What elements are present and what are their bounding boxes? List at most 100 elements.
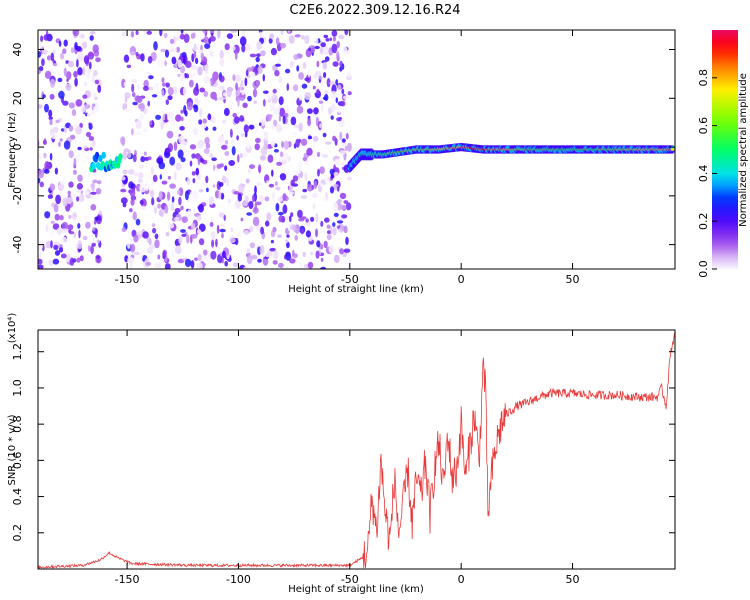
noise-speck — [143, 128, 148, 133]
noise-speck — [273, 250, 279, 260]
noise-speck — [85, 131, 92, 138]
noise-speck — [49, 183, 56, 191]
noise-speck — [319, 123, 323, 129]
noise-speck — [251, 71, 256, 79]
noise-speck — [58, 90, 65, 99]
noise-speck — [167, 95, 173, 101]
noise-speck — [177, 258, 185, 264]
noise-speck — [275, 202, 280, 212]
noise-speck — [206, 255, 212, 262]
noise-speck — [57, 227, 62, 236]
noise-speck — [239, 115, 245, 122]
noise-speck — [209, 115, 216, 124]
noise-speck — [324, 56, 330, 62]
noise-speck — [191, 233, 198, 239]
noise-speck — [282, 193, 287, 201]
noise-speck — [173, 171, 177, 181]
noise-speck — [302, 188, 308, 193]
noise-speck — [232, 74, 236, 82]
noise-speck — [305, 230, 311, 238]
noise-speck — [277, 211, 284, 216]
noise-speck — [318, 100, 324, 104]
noise-speck — [62, 197, 69, 207]
noise-speck — [266, 114, 273, 118]
noise-speck — [279, 151, 284, 158]
noise-speck — [236, 135, 239, 141]
noise-speck — [120, 188, 127, 193]
noise-speck — [196, 229, 202, 235]
noise-speck — [121, 31, 126, 37]
noise-speck — [339, 66, 343, 72]
noise-speck — [139, 199, 144, 205]
noise-speck — [186, 101, 193, 111]
noise-speck — [209, 196, 215, 206]
x-tick-label: 50 — [566, 273, 580, 286]
noise-speck — [344, 145, 348, 152]
noise-speck — [182, 86, 188, 96]
y-tick-label: 0.6 — [11, 452, 24, 470]
noise-speck — [178, 196, 182, 206]
noise-speck — [333, 171, 339, 177]
noise-speck — [317, 168, 320, 177]
noise-speck — [197, 66, 203, 76]
noise-speck — [285, 251, 292, 261]
noise-speck — [224, 43, 230, 51]
noise-speck — [321, 102, 324, 112]
noise-speck — [80, 33, 85, 39]
noise-speck — [147, 56, 153, 64]
noise-speck — [328, 244, 335, 254]
noise-speck — [240, 217, 244, 222]
noise-speck — [210, 80, 214, 87]
noise-speck — [123, 54, 130, 63]
noise-speck — [92, 179, 98, 184]
noise-speck — [180, 65, 186, 74]
noise-speck — [296, 105, 304, 114]
noise-speck — [307, 118, 311, 127]
noise-speck — [246, 248, 250, 254]
noise-speck — [329, 37, 332, 41]
noise-speck — [341, 214, 348, 219]
noise-speck — [199, 158, 205, 163]
noise-speck — [94, 79, 100, 85]
noise-speck — [66, 253, 71, 263]
noise-speck — [197, 139, 205, 149]
noise-speck — [186, 234, 190, 244]
noise-speck — [94, 228, 98, 238]
noise-speck — [267, 154, 274, 163]
noise-speck — [319, 166, 325, 174]
noise-speck — [345, 132, 349, 140]
noise-speck — [323, 34, 329, 39]
noise-speck — [306, 183, 314, 192]
noise-speck — [316, 151, 321, 158]
noise-speck — [147, 86, 154, 91]
noise-speck — [216, 224, 220, 234]
noise-speck — [195, 57, 199, 64]
noise-speck — [189, 144, 197, 150]
noise-speck — [205, 143, 211, 149]
noise-speck — [156, 157, 164, 165]
ridge-cell — [101, 151, 106, 159]
noise-speck — [237, 97, 240, 107]
noise-speck — [139, 183, 147, 193]
noise-speck — [243, 124, 249, 134]
noise-speck — [301, 216, 307, 220]
noise-speck — [268, 37, 273, 44]
noise-speck — [177, 149, 184, 159]
noise-speck — [200, 52, 204, 60]
y-tick-label: 20 — [11, 91, 24, 105]
noise-speck — [190, 32, 195, 40]
noise-speck — [171, 56, 177, 65]
noise-speck — [160, 122, 164, 130]
noise-speck — [149, 120, 153, 126]
noise-speck — [146, 247, 154, 255]
noise-speck — [72, 258, 77, 263]
noise-speck — [254, 185, 257, 194]
noise-speck — [164, 205, 169, 214]
noise-speck — [203, 90, 209, 97]
noise-speck — [147, 156, 152, 161]
noise-speck — [335, 79, 339, 86]
noise-speck — [253, 100, 257, 104]
noise-speck — [269, 33, 275, 40]
noise-speck — [50, 220, 55, 224]
